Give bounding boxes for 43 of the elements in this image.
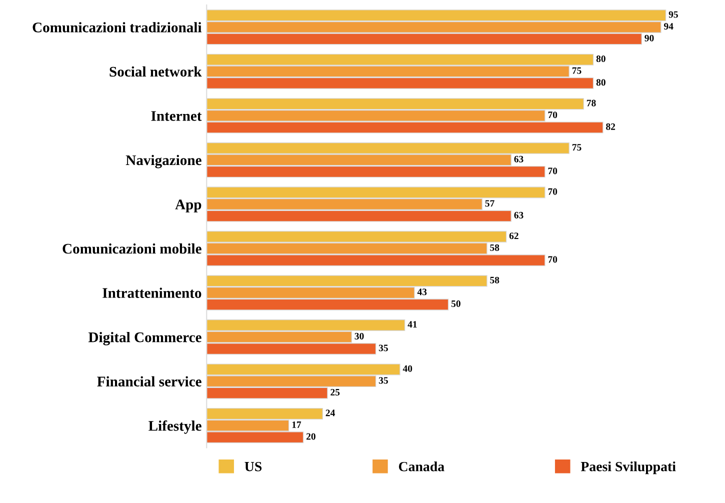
y-tick-label: Digital Commerce — [88, 332, 202, 346]
data-label: 94 — [664, 23, 674, 30]
legend-label: Paesi Sviluppati — [580, 462, 676, 474]
data-label: 17 — [292, 421, 302, 428]
data-label: 63 — [514, 156, 524, 162]
data-label: 75 — [572, 144, 582, 151]
data-label: 70 — [548, 112, 558, 118]
y-tick-label: Comunicazioni mobile — [62, 243, 202, 254]
data-label: 41 — [408, 321, 417, 328]
data-label: 35 — [378, 377, 388, 384]
data-label: 82 — [606, 123, 616, 130]
data-label: 80 — [596, 55, 606, 62]
data-label: 35 — [378, 344, 388, 352]
data-label: 80 — [596, 79, 606, 86]
y-tick-label: Navigazione — [126, 154, 202, 168]
data-label: 24 — [326, 410, 335, 416]
data-label: 63 — [514, 212, 524, 218]
data-label: 70 — [548, 256, 558, 263]
data-label: 70 — [548, 188, 558, 195]
data-label: 62 — [509, 232, 518, 240]
data-label: 57 — [485, 200, 494, 207]
y-tick-label: Lifestyle — [148, 420, 202, 434]
legend-label: US — [244, 462, 262, 472]
data-label: 90 — [644, 34, 654, 42]
y-tick-label: Internet — [151, 111, 202, 121]
data-label: 95 — [668, 11, 678, 18]
data-label: 50 — [451, 300, 460, 307]
legend-label: Canada — [398, 462, 444, 472]
y-tick-label: App — [175, 200, 202, 212]
data-label: 75 — [572, 67, 582, 74]
data-label: 30 — [354, 332, 364, 340]
data-label: 70 — [548, 168, 558, 174]
data-label: 58 — [490, 276, 500, 284]
data-label: 20 — [306, 433, 316, 440]
data-label: 40 — [402, 365, 412, 372]
data-label: 43 — [417, 288, 427, 296]
y-tick-label: Social network — [110, 66, 202, 77]
y-tick-label: Comunicazioni tradizionali — [32, 22, 202, 32]
y-tick-label: Financial service — [97, 376, 202, 386]
y-tick-label: Intrattenimento — [102, 288, 202, 298]
data-label: 25 — [330, 388, 340, 396]
data-label: 58 — [490, 244, 500, 251]
data-label: 78 — [586, 100, 596, 106]
